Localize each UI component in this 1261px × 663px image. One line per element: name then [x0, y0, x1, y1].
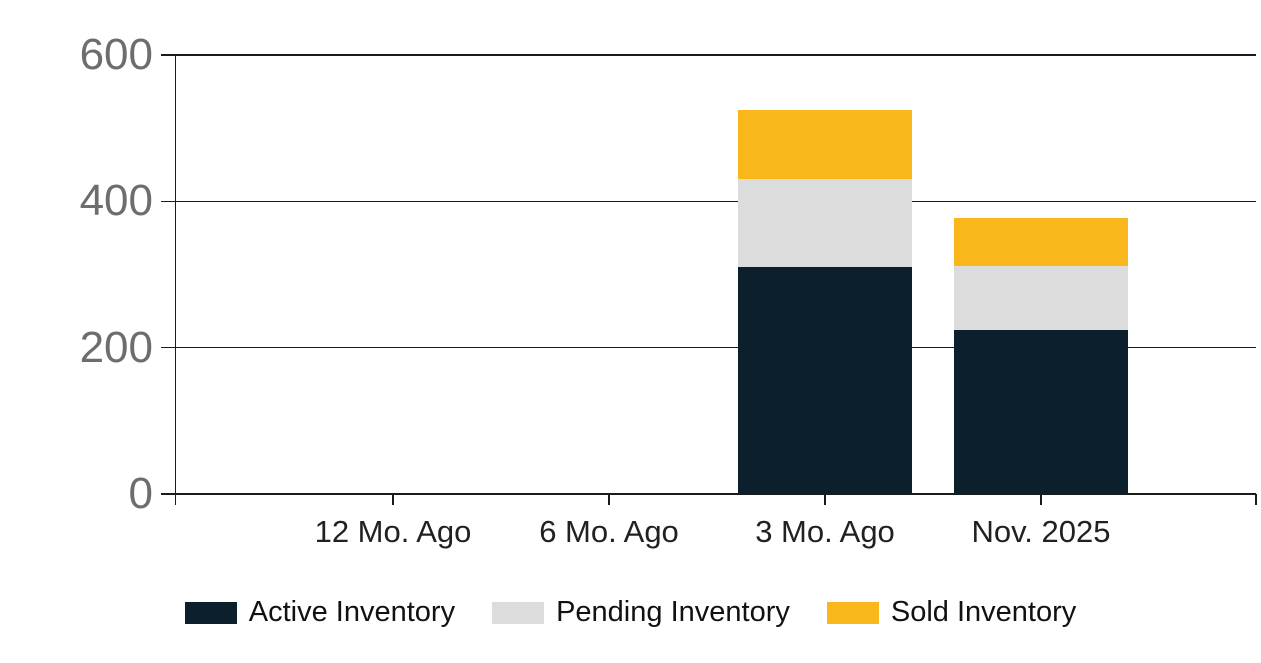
bar-nov-2025-pending-inventory: [954, 266, 1128, 331]
legend-swatch-pending-inventory: [492, 601, 545, 624]
x-axis-category-label: 6 Mo. Ago: [539, 514, 679, 549]
x-tick-6-mo-ago: [608, 494, 610, 505]
y-axis-tick-label: 600: [79, 30, 153, 79]
legend-item-active-inventory: Active Inventory: [184, 596, 456, 629]
bar-3-mo-ago-sold-inventory: [738, 109, 912, 180]
x-axis-category-label: 12 Mo. Ago: [314, 514, 472, 549]
gridline-600: [161, 54, 1256, 56]
bar-nov-2025-sold-inventory: [954, 218, 1128, 267]
x-axis-category-label: 3 Mo. Ago: [755, 514, 895, 549]
legend: Active Inventory Pending Inventory Sold …: [0, 596, 1261, 629]
legend-swatch-sold-inventory: [826, 601, 879, 624]
gridline-200: [161, 346, 1256, 349]
y-axis-line: [175, 55, 177, 505]
legend-item-pending-inventory: Pending Inventory: [492, 596, 790, 629]
x-tick-nov-2025: [1040, 494, 1042, 505]
legend-label-active-inventory: Active Inventory: [248, 596, 456, 628]
legend-label-pending-inventory: Pending Inventory: [556, 596, 790, 628]
x-tick-3-mo-ago: [824, 494, 826, 505]
bar-3-mo-ago-active-inventory: [738, 267, 912, 494]
legend-label-sold-inventory: Sold Inventory: [890, 596, 1077, 628]
y-axis-tick-label: 400: [79, 176, 153, 226]
y-axis-tick-label: 200: [79, 322, 153, 372]
x-axis-category-label: Nov. 2025: [971, 514, 1111, 549]
y-axis-tick-label: 0: [128, 469, 153, 518]
gridline-400: [161, 200, 1256, 203]
bar-3-mo-ago-pending-inventory: [738, 179, 912, 268]
x-tick-12-mo-ago: [392, 494, 394, 505]
legend-item-sold-inventory: Sold Inventory: [826, 596, 1077, 629]
legend-swatch-active-inventory: [184, 601, 237, 624]
plot-area: [161, 54, 1257, 505]
gridline-0: [161, 493, 1256, 495]
bar-nov-2025-active-inventory: [954, 330, 1128, 494]
x-tick-axis-end: [1255, 494, 1257, 505]
